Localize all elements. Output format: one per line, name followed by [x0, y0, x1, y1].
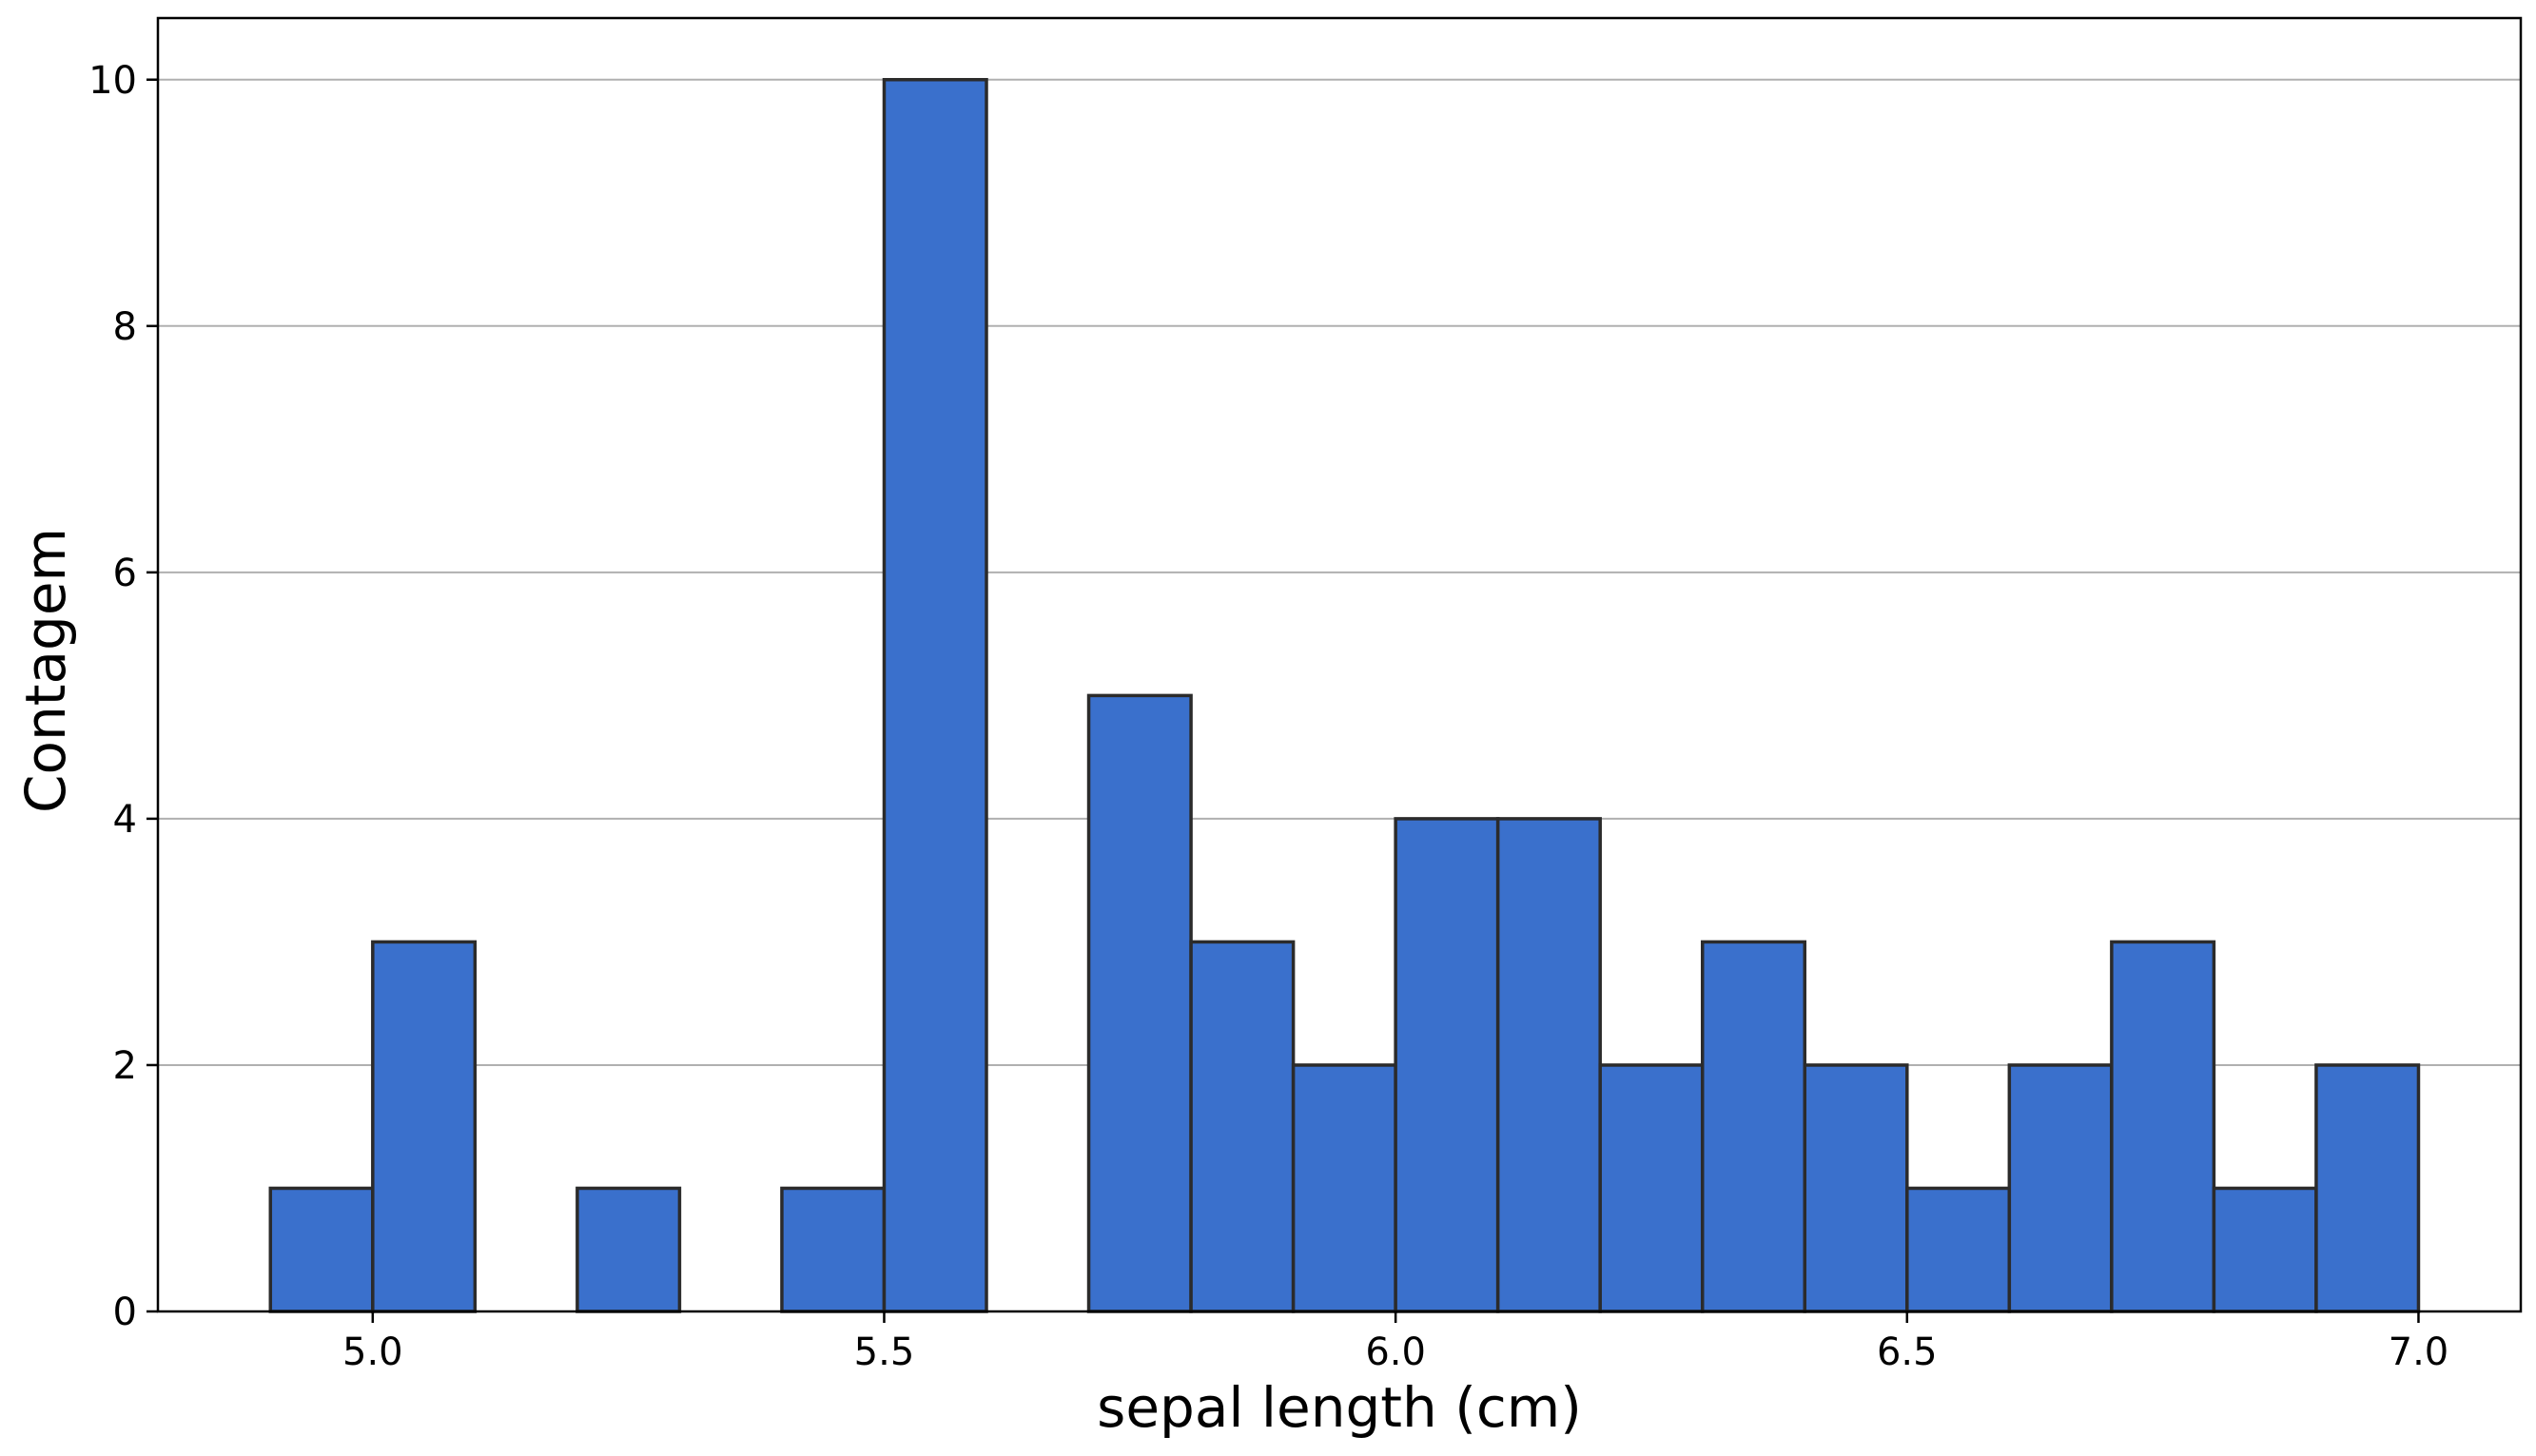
histogram-bar — [1394, 817, 1500, 1313]
histogram-bar — [2110, 940, 2216, 1313]
histogram-bar — [1291, 1063, 1397, 1313]
y-tick-label: 2 — [113, 1044, 137, 1088]
histogram-bar — [1700, 940, 1807, 1313]
histogram-bar — [371, 940, 478, 1313]
y-tick-label: 0 — [113, 1291, 137, 1334]
histogram-bar — [1598, 1063, 1705, 1313]
y-tick-label: 4 — [113, 798, 137, 842]
y-tick-label: 10 — [88, 59, 137, 103]
x-axis-label: sepal length (cm) — [1097, 1375, 1582, 1440]
histogram-bar — [575, 1186, 682, 1313]
histogram-bar — [1086, 693, 1193, 1313]
histogram-bar — [2212, 1186, 2318, 1313]
y-axis-ticks: 0 2 4 6 8 10 — [88, 59, 158, 1334]
x-tick-label: 7.0 — [2389, 1330, 2449, 1374]
histogram-bar — [1495, 817, 1602, 1313]
y-tick-label: 8 — [113, 305, 137, 349]
y-axis-label: Contagem — [13, 528, 78, 813]
x-tick-label: 5.0 — [342, 1330, 403, 1374]
y-tick-label: 6 — [113, 552, 137, 595]
x-tick-label: 5.5 — [854, 1330, 915, 1374]
histogram-bar — [2007, 1063, 2114, 1313]
histogram-bar — [882, 78, 988, 1313]
x-axis-ticks: 5.0 5.5 6.0 6.5 7.0 — [342, 1311, 2448, 1374]
histogram-bar — [268, 1186, 375, 1313]
histogram-bar — [780, 1186, 887, 1313]
histogram-bar — [1905, 1186, 2012, 1313]
histogram-bar — [1189, 940, 1296, 1313]
x-tick-label: 6.5 — [1877, 1330, 1938, 1374]
histogram-bar — [2314, 1063, 2421, 1313]
plot-frame — [156, 16, 2523, 1313]
histogram-bars — [268, 78, 2421, 1313]
x-tick-label: 6.0 — [1365, 1330, 1426, 1374]
histogram-bar — [1803, 1063, 1909, 1313]
